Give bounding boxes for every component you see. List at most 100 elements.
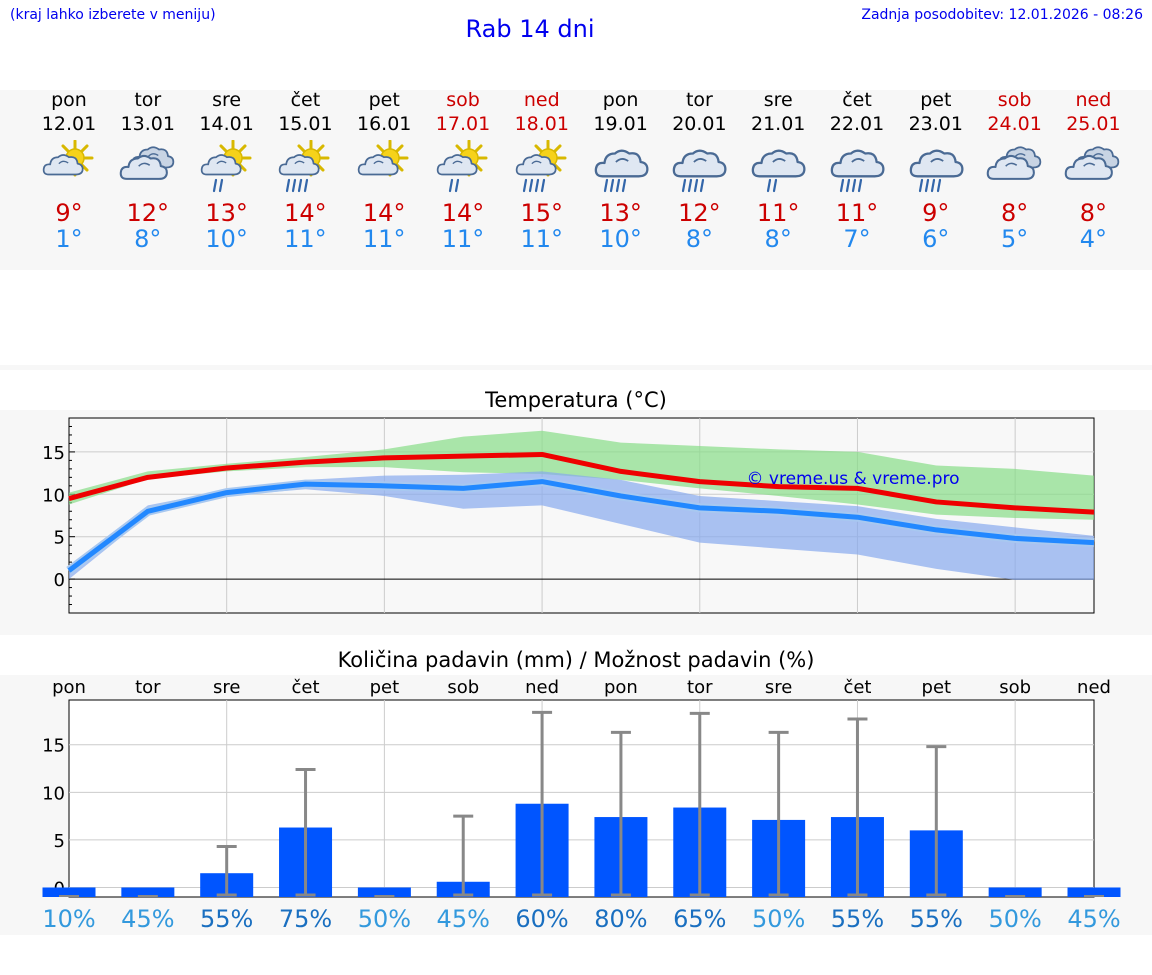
sun-cloud-light-rain-icon bbox=[433, 139, 493, 196]
precipitation-tick-label: 5 bbox=[54, 831, 65, 852]
precipitation-day-label: ned bbox=[525, 677, 559, 698]
day-column: sre 14.01 13° 10° bbox=[187, 90, 267, 252]
day-column: čet 15.01 14° 11° bbox=[265, 90, 345, 252]
day-column: tor 13.01 12° 8° bbox=[108, 90, 188, 252]
precipitation-probability: 50% bbox=[988, 905, 1041, 933]
min-temperature: 5° bbox=[1000, 225, 1029, 253]
precipitation-probability: 45% bbox=[437, 905, 490, 933]
day-name: pon bbox=[602, 89, 639, 111]
day-date: 23.01 bbox=[908, 113, 963, 135]
temperature-tick-label: 10 bbox=[42, 485, 65, 506]
precipitation-day-label: tor bbox=[135, 677, 161, 698]
day-column: čet 22.01 11° 7° bbox=[817, 90, 897, 252]
day-column: sob 24.01 8° 5° bbox=[975, 90, 1055, 252]
precipitation-probability: 45% bbox=[121, 905, 174, 933]
day-date: 18.01 bbox=[514, 113, 569, 135]
day-name: pon bbox=[51, 89, 87, 111]
precipitation-chart-title: Količina padavin (mm) / Možnost padavin … bbox=[337, 648, 815, 672]
min-temperature: 10° bbox=[205, 225, 248, 253]
min-temperature: 8° bbox=[134, 225, 162, 253]
max-temperature: 14° bbox=[362, 199, 406, 227]
min-temperature: 4° bbox=[1079, 225, 1108, 253]
min-temperature: 7° bbox=[843, 225, 871, 253]
day-column: sre 21.01 11° 8° bbox=[738, 90, 818, 252]
day-column: ned 18.01 15° 11° bbox=[502, 90, 582, 252]
max-temperature: 12° bbox=[678, 199, 721, 227]
max-temperature: 8° bbox=[1000, 199, 1029, 227]
separator bbox=[0, 365, 1152, 370]
max-temperature: 9° bbox=[922, 199, 950, 227]
max-temperature: 13° bbox=[205, 199, 248, 227]
precipitation-day-label: sob bbox=[999, 677, 1031, 698]
min-temperature: 11° bbox=[441, 225, 485, 253]
precipitation-tick-label: 10 bbox=[42, 783, 65, 804]
location-hint: (kraj lahko izberete v meniju) bbox=[10, 7, 216, 23]
day-name: sob bbox=[997, 89, 1032, 111]
day-column: ned 25.01 8° 4° bbox=[1053, 90, 1133, 252]
precipitation-day-label: tor bbox=[687, 677, 713, 698]
sun-cloud-light-rain-icon bbox=[197, 139, 257, 196]
min-temperature: 11° bbox=[362, 225, 406, 253]
precipitation-probability: 60% bbox=[515, 905, 568, 933]
day-name: sre bbox=[763, 89, 793, 111]
max-temperature: 12° bbox=[126, 199, 170, 227]
sun-cloud-icon bbox=[354, 139, 414, 196]
day-date: 14.01 bbox=[199, 113, 254, 135]
day-name: ned bbox=[1075, 89, 1112, 111]
precipitation-day-label: sre bbox=[765, 677, 792, 698]
min-temperature: 11° bbox=[520, 225, 564, 253]
precipitation-day-label: pon bbox=[604, 677, 638, 698]
precipitation-day-label: čet bbox=[843, 677, 871, 698]
cloudy-icon bbox=[118, 140, 178, 196]
temperature-tick-label: 15 bbox=[42, 443, 65, 464]
precipitation-probability: 55% bbox=[200, 905, 253, 933]
precipitation-day-label: čet bbox=[292, 677, 320, 698]
day-name: sob bbox=[446, 89, 480, 111]
day-column: tor 20.01 12° 8° bbox=[659, 90, 739, 252]
precipitation-probability: 50% bbox=[358, 905, 411, 933]
precipitation-day-label: pet bbox=[922, 677, 952, 698]
day-column: pon 12.01 9° 1° bbox=[29, 90, 109, 252]
precipitation-day-label: sre bbox=[213, 677, 240, 698]
day-date: 17.01 bbox=[435, 113, 491, 135]
precipitation-probability: 75% bbox=[279, 905, 332, 933]
precipitation-day-label: pet bbox=[370, 677, 400, 698]
min-temperature-line bbox=[67, 479, 1095, 573]
day-name: tor bbox=[134, 89, 162, 111]
day-date: 21.01 bbox=[750, 113, 806, 135]
last-update: Zadnja posodobitev: 12.01.2026 - 08:26 bbox=[861, 7, 1143, 23]
day-name: pet bbox=[920, 89, 952, 111]
day-date: 20.01 bbox=[672, 113, 727, 135]
day-date: 25.01 bbox=[1066, 113, 1121, 135]
max-temperature: 14° bbox=[441, 199, 485, 227]
cloudy-icon bbox=[985, 140, 1045, 196]
precipitation-probability: 55% bbox=[910, 905, 963, 933]
max-temperature: 9° bbox=[55, 199, 83, 227]
cloud-rain-icon bbox=[591, 140, 651, 196]
precipitation-probability: 10% bbox=[42, 905, 95, 933]
precipitation-probability: 50% bbox=[752, 905, 805, 933]
day-date: 22.01 bbox=[829, 113, 885, 135]
day-date: 19.01 bbox=[593, 113, 648, 135]
min-temperature: 6° bbox=[922, 225, 950, 253]
sun-cloud-icon bbox=[39, 139, 99, 196]
day-name: tor bbox=[685, 89, 713, 111]
precipitation-probability: 45% bbox=[1067, 905, 1120, 933]
cloud-rain-icon bbox=[906, 140, 966, 196]
min-temperature-range bbox=[69, 471, 1094, 580]
precipitation-bar bbox=[121, 887, 175, 897]
day-column: pon 19.01 13° 10° bbox=[581, 90, 661, 252]
precipitation-bar bbox=[42, 887, 96, 897]
temperature-tick-label: 0 bbox=[54, 570, 65, 591]
day-date: 24.01 bbox=[987, 113, 1042, 135]
cloud-light-rain-icon bbox=[748, 140, 808, 196]
sun-cloud-rain-icon bbox=[512, 139, 572, 196]
max-temperature: 8° bbox=[1079, 199, 1108, 227]
temperature-chart-title: Temperatura (°C) bbox=[485, 388, 667, 412]
precipitation-tick-label: 15 bbox=[42, 736, 65, 757]
max-temperature: 14° bbox=[284, 199, 327, 227]
precipitation-day-label: pon bbox=[52, 677, 86, 698]
min-temperature: 10° bbox=[599, 225, 642, 253]
day-date: 13.01 bbox=[120, 113, 175, 135]
day-name: ned bbox=[523, 89, 560, 111]
